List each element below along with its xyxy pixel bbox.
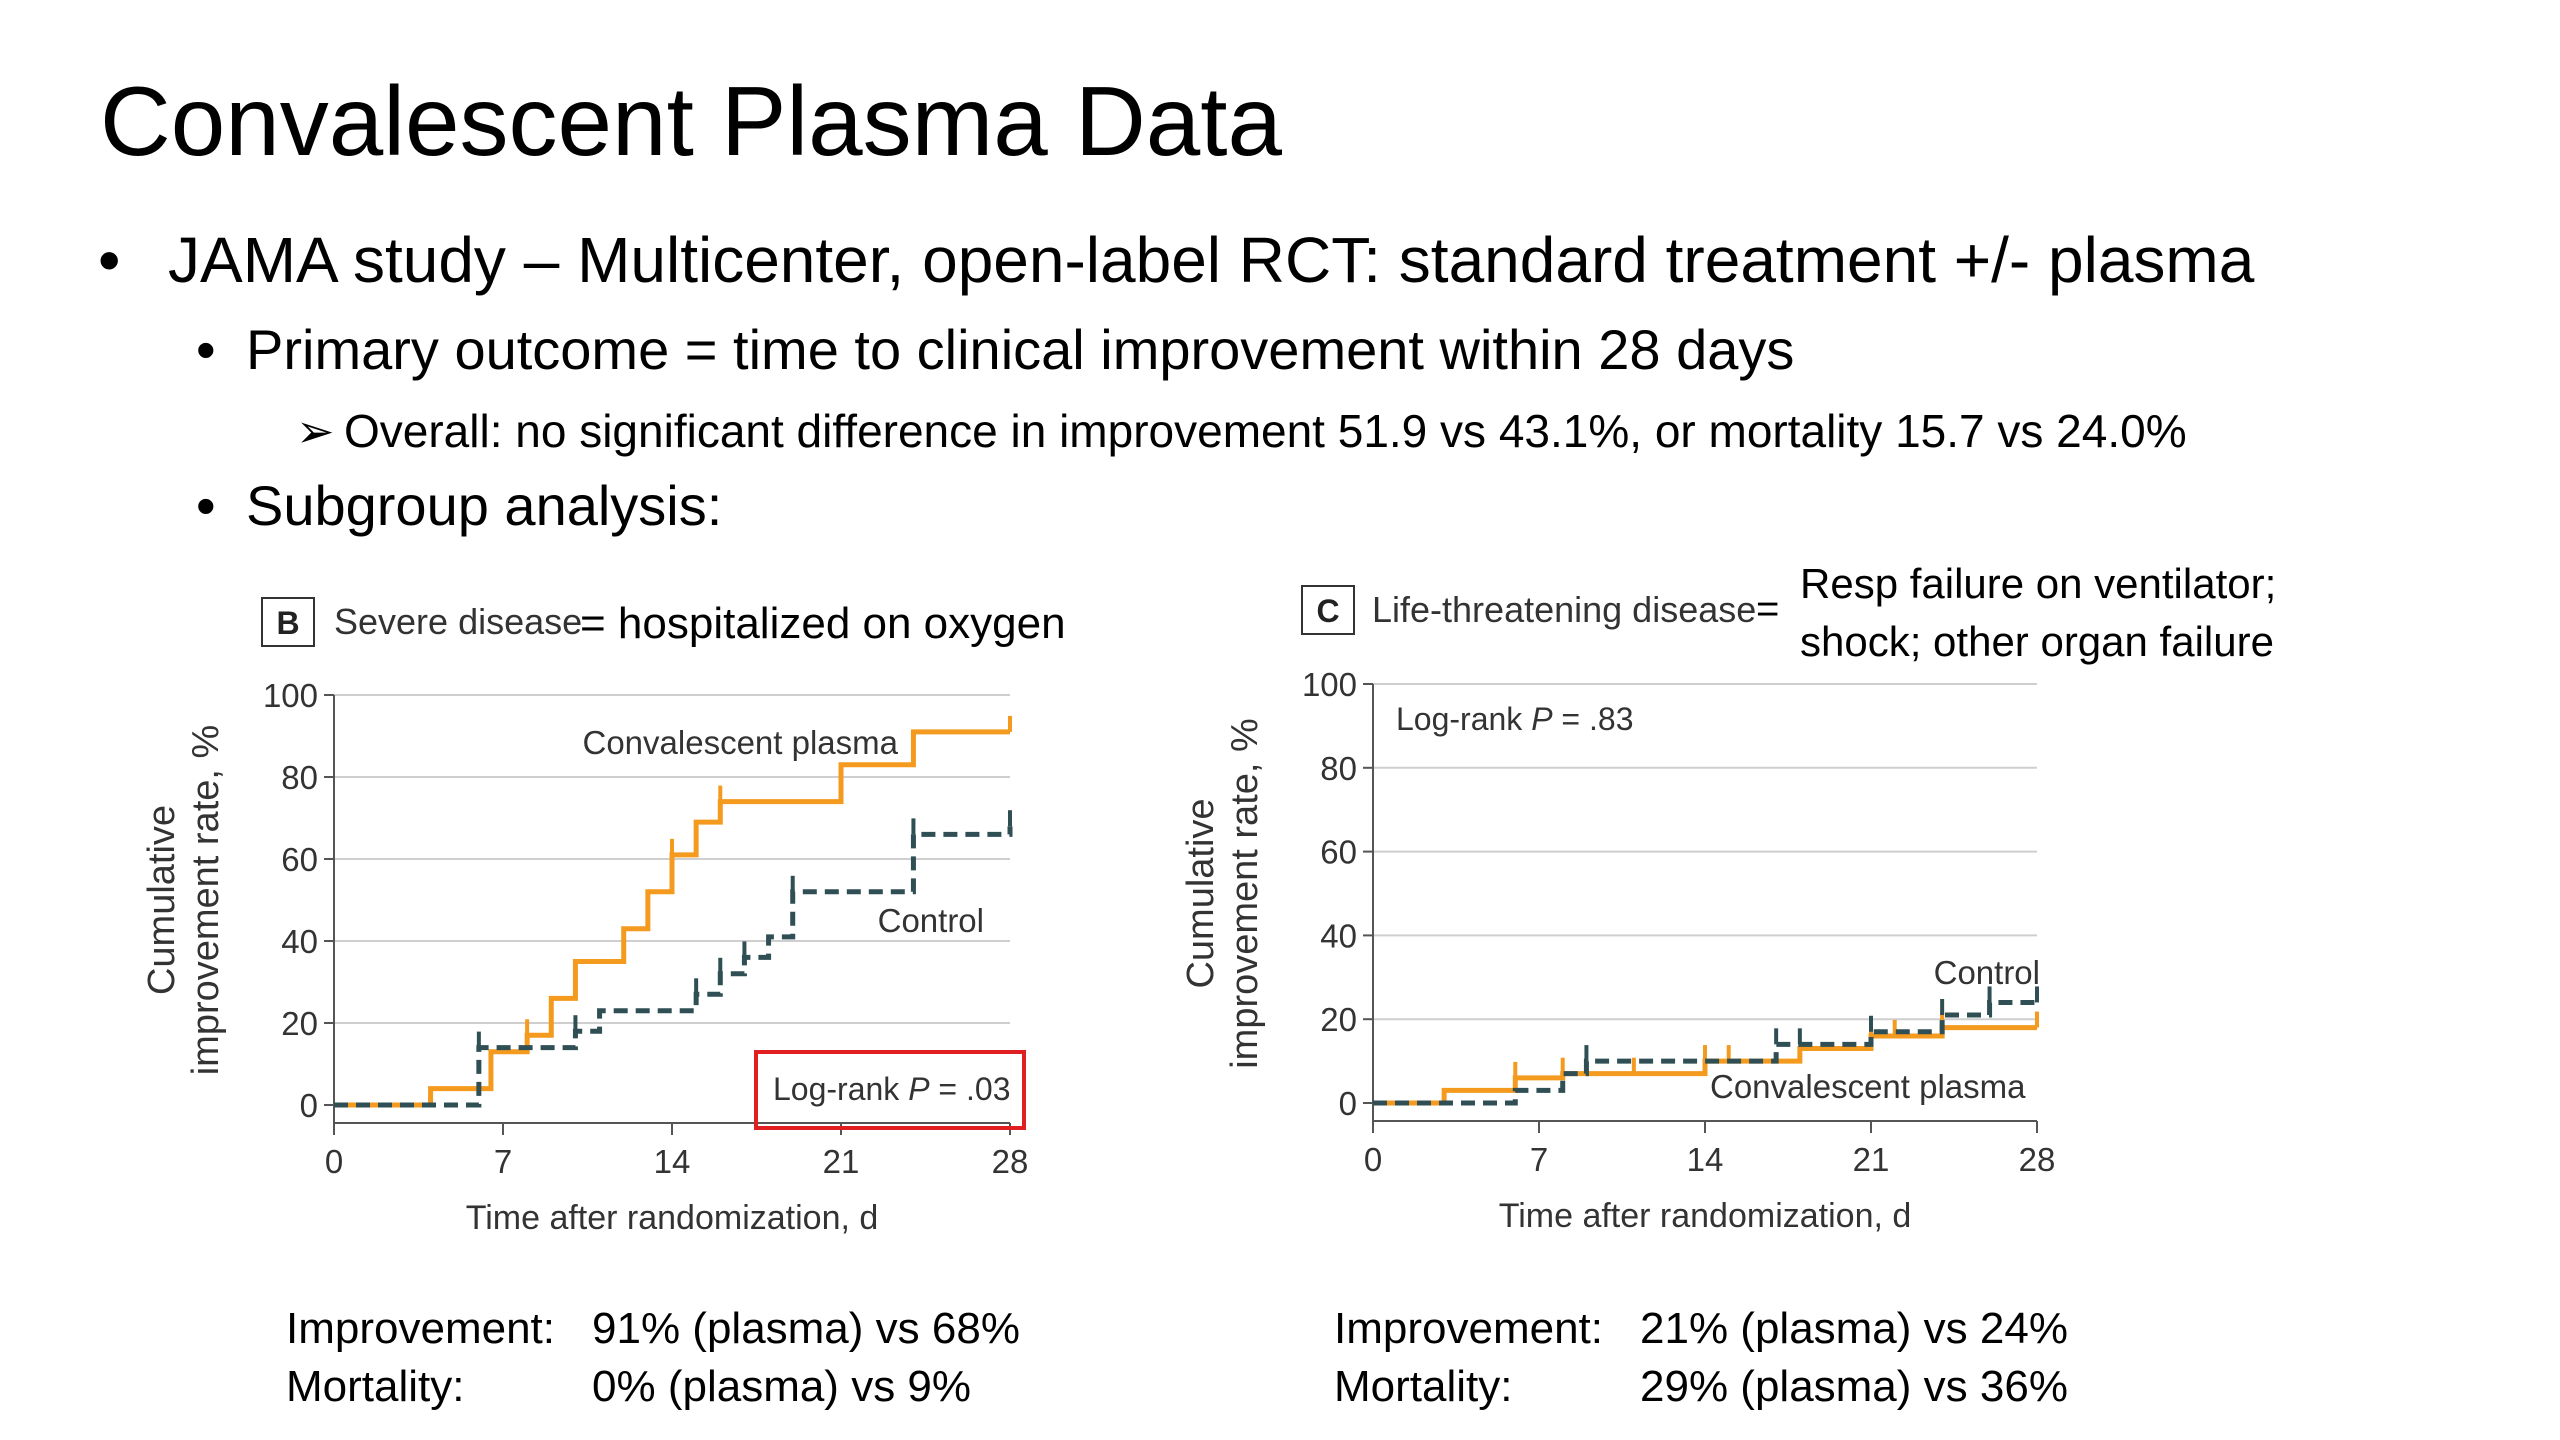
panel-b-heading: Severe disease <box>334 601 582 642</box>
bullet-overall-text: Overall: no significant difference in im… <box>344 405 2187 457</box>
panel-c-equals: = <box>1756 587 1779 631</box>
panel-b-ylabel-line1: Cumulative <box>141 805 183 995</box>
panel-b-label-plasma: Convalescent plasma <box>583 724 899 761</box>
panel-c-xtick-label: 7 <box>1530 1141 1548 1178</box>
bullet-primary-outcome: • Primary outcome = time to clinical impr… <box>196 322 1794 378</box>
panel-c-annotation-line2: shock; other organ failure <box>1800 618 2274 665</box>
panel-c-mortality-row: Mortality: 29% (plasma) vs 36% <box>1334 1358 2068 1416</box>
panel-b-ytick-label: 40 <box>281 923 318 960</box>
arrow-bullet-marker: ➢ <box>296 405 335 457</box>
panel-b-header: B Severe disease = hospitalized on oxyge… <box>261 597 1066 648</box>
panel-b-ytick-label: 80 <box>281 759 318 796</box>
panel-c-mortality-value: 29% (plasma) vs 36% <box>1640 1362 2068 1411</box>
panel-c-ylabel-line1: Cumulative <box>1180 798 1222 988</box>
panel-c-xtick-label: 28 <box>2019 1141 2056 1178</box>
slide-title: Convalescent Plasma Data <box>100 66 1283 176</box>
panel-c-badge-box <box>1301 585 1355 635</box>
panel-c-xlabel: Time after randomization, d <box>1499 1197 1912 1235</box>
panel-b-improvement-row: Improvement: 91% (plasma) vs 68% <box>286 1300 1020 1358</box>
panel-c-xtick-label: 21 <box>1853 1141 1890 1178</box>
panel-c-improvement-row: Improvement: 21% (plasma) vs 24% <box>1334 1300 2068 1358</box>
panel-b-ytick-label: 60 <box>281 841 318 878</box>
panel-c-ytick-label: 40 <box>1320 917 1357 954</box>
panel-c-xtick-label: 0 <box>1364 1141 1382 1178</box>
panel-c-improvement-value: 21% (plasma) vs 24% <box>1640 1304 2068 1353</box>
panel-b-mortality-label: Mortality: <box>286 1362 465 1411</box>
panel-c-ytick-label: 60 <box>1320 834 1357 871</box>
bullet-marker: • <box>196 474 216 537</box>
panel-c-annotation-line1: Resp failure on ventilator; <box>1800 560 2276 607</box>
bullet-study: • JAMA study – Multicenter, open-label RC… <box>98 228 2254 292</box>
panel-b-badge-box <box>261 597 315 647</box>
panel-c-header: C Life-threatening disease = Resp failur… <box>1301 560 2276 665</box>
panel-b-mortality-row: Mortality: 0% (plasma) vs 9% <box>286 1358 1020 1416</box>
panel-c-label-control: Control <box>1934 954 2040 991</box>
plot-panel-c: 0 20 40 60 80 100 0 7 14 21 28 Time after randomiza… <box>1180 666 2055 1235</box>
panel-c-series-plasma <box>1373 1025 2037 1106</box>
panel-c-mortality-label: Mortality: <box>1334 1362 1513 1411</box>
panel-b-ytick-label: 0 <box>300 1087 318 1124</box>
panel-b-xtick-label: 0 <box>325 1143 343 1180</box>
panel-b-xtick-label: 21 <box>823 1143 860 1180</box>
panel-c-label-plasma: Convalescent plasma <box>1710 1068 2026 1105</box>
bullet-primary-outcome-text: Primary outcome = time to clinical impro… <box>246 318 1795 381</box>
panel-c-heading: Life-threatening disease <box>1372 589 1756 630</box>
panel-c-ytick-label: 20 <box>1320 1001 1357 1038</box>
panel-b-mortality-value: 0% (plasma) vs 9% <box>592 1362 972 1411</box>
panel-c-ytick-label: 0 <box>1339 1085 1357 1122</box>
panel-b-annotation: = hospitalized on oxygen <box>580 599 1066 648</box>
panel-c-ytick-label: 100 <box>1302 666 1357 703</box>
bullet-marker: • <box>98 224 121 296</box>
panel-b-ytick-label: 20 <box>281 1005 318 1042</box>
panel-c-logrank: Log-rank P = .83 <box>1396 701 1633 737</box>
panel-b-xlabel: Time after randomization, d <box>466 1199 879 1237</box>
panel-b-xtick-label: 28 <box>992 1143 1029 1180</box>
bullet-marker: • <box>196 318 216 381</box>
panel-b-series-plasma <box>334 729 1010 1108</box>
panel-b-ylabel-line2: improvement rate, % <box>185 725 227 1076</box>
panel-c-stats: Improvement: 21% (plasma) vs 24% Mortalit… <box>1334 1300 2068 1416</box>
panel-b-logrank-highlight <box>754 1050 1026 1130</box>
panel-b-xtick-label: 7 <box>494 1143 512 1180</box>
panel-b-badge: B <box>276 605 299 641</box>
panel-b-label-control: Control <box>878 902 984 939</box>
panel-b-improvement-value: 91% (plasma) vs 68% <box>592 1304 1020 1353</box>
panel-b-stats: Improvement: 91% (plasma) vs 68% Mortalit… <box>286 1300 1020 1416</box>
bullet-overall: ➢ Overall: no significant difference in i… <box>296 408 2187 454</box>
panel-c-ytick-label: 80 <box>1320 750 1357 787</box>
bullet-study-text: JAMA study – Multicenter, open-label RCT… <box>168 224 2255 296</box>
panel-c-series-control <box>1373 999 2037 1106</box>
panel-c-improvement-label: Improvement: <box>1334 1304 1603 1353</box>
panel-c-ylabel-line2: improvement rate, % <box>1224 718 1266 1069</box>
panel-b-xtick-label: 14 <box>654 1143 691 1180</box>
panel-b-improvement-label: Improvement: <box>286 1304 555 1353</box>
bullet-subgroup: • Subgroup analysis: <box>196 478 722 534</box>
panel-c-badge: C <box>1316 593 1339 629</box>
plot-panel-b: 0 20 40 60 80 100 0 7 14 21 28 Time after randomiza… <box>141 677 1028 1237</box>
panel-b-logrank: Log-rank P = .03 <box>773 1071 1010 1107</box>
panel-b-ytick-label: 100 <box>263 677 318 714</box>
bullet-subgroup-text: Subgroup analysis: <box>246 474 723 537</box>
panel-c-xtick-label: 14 <box>1687 1141 1724 1178</box>
